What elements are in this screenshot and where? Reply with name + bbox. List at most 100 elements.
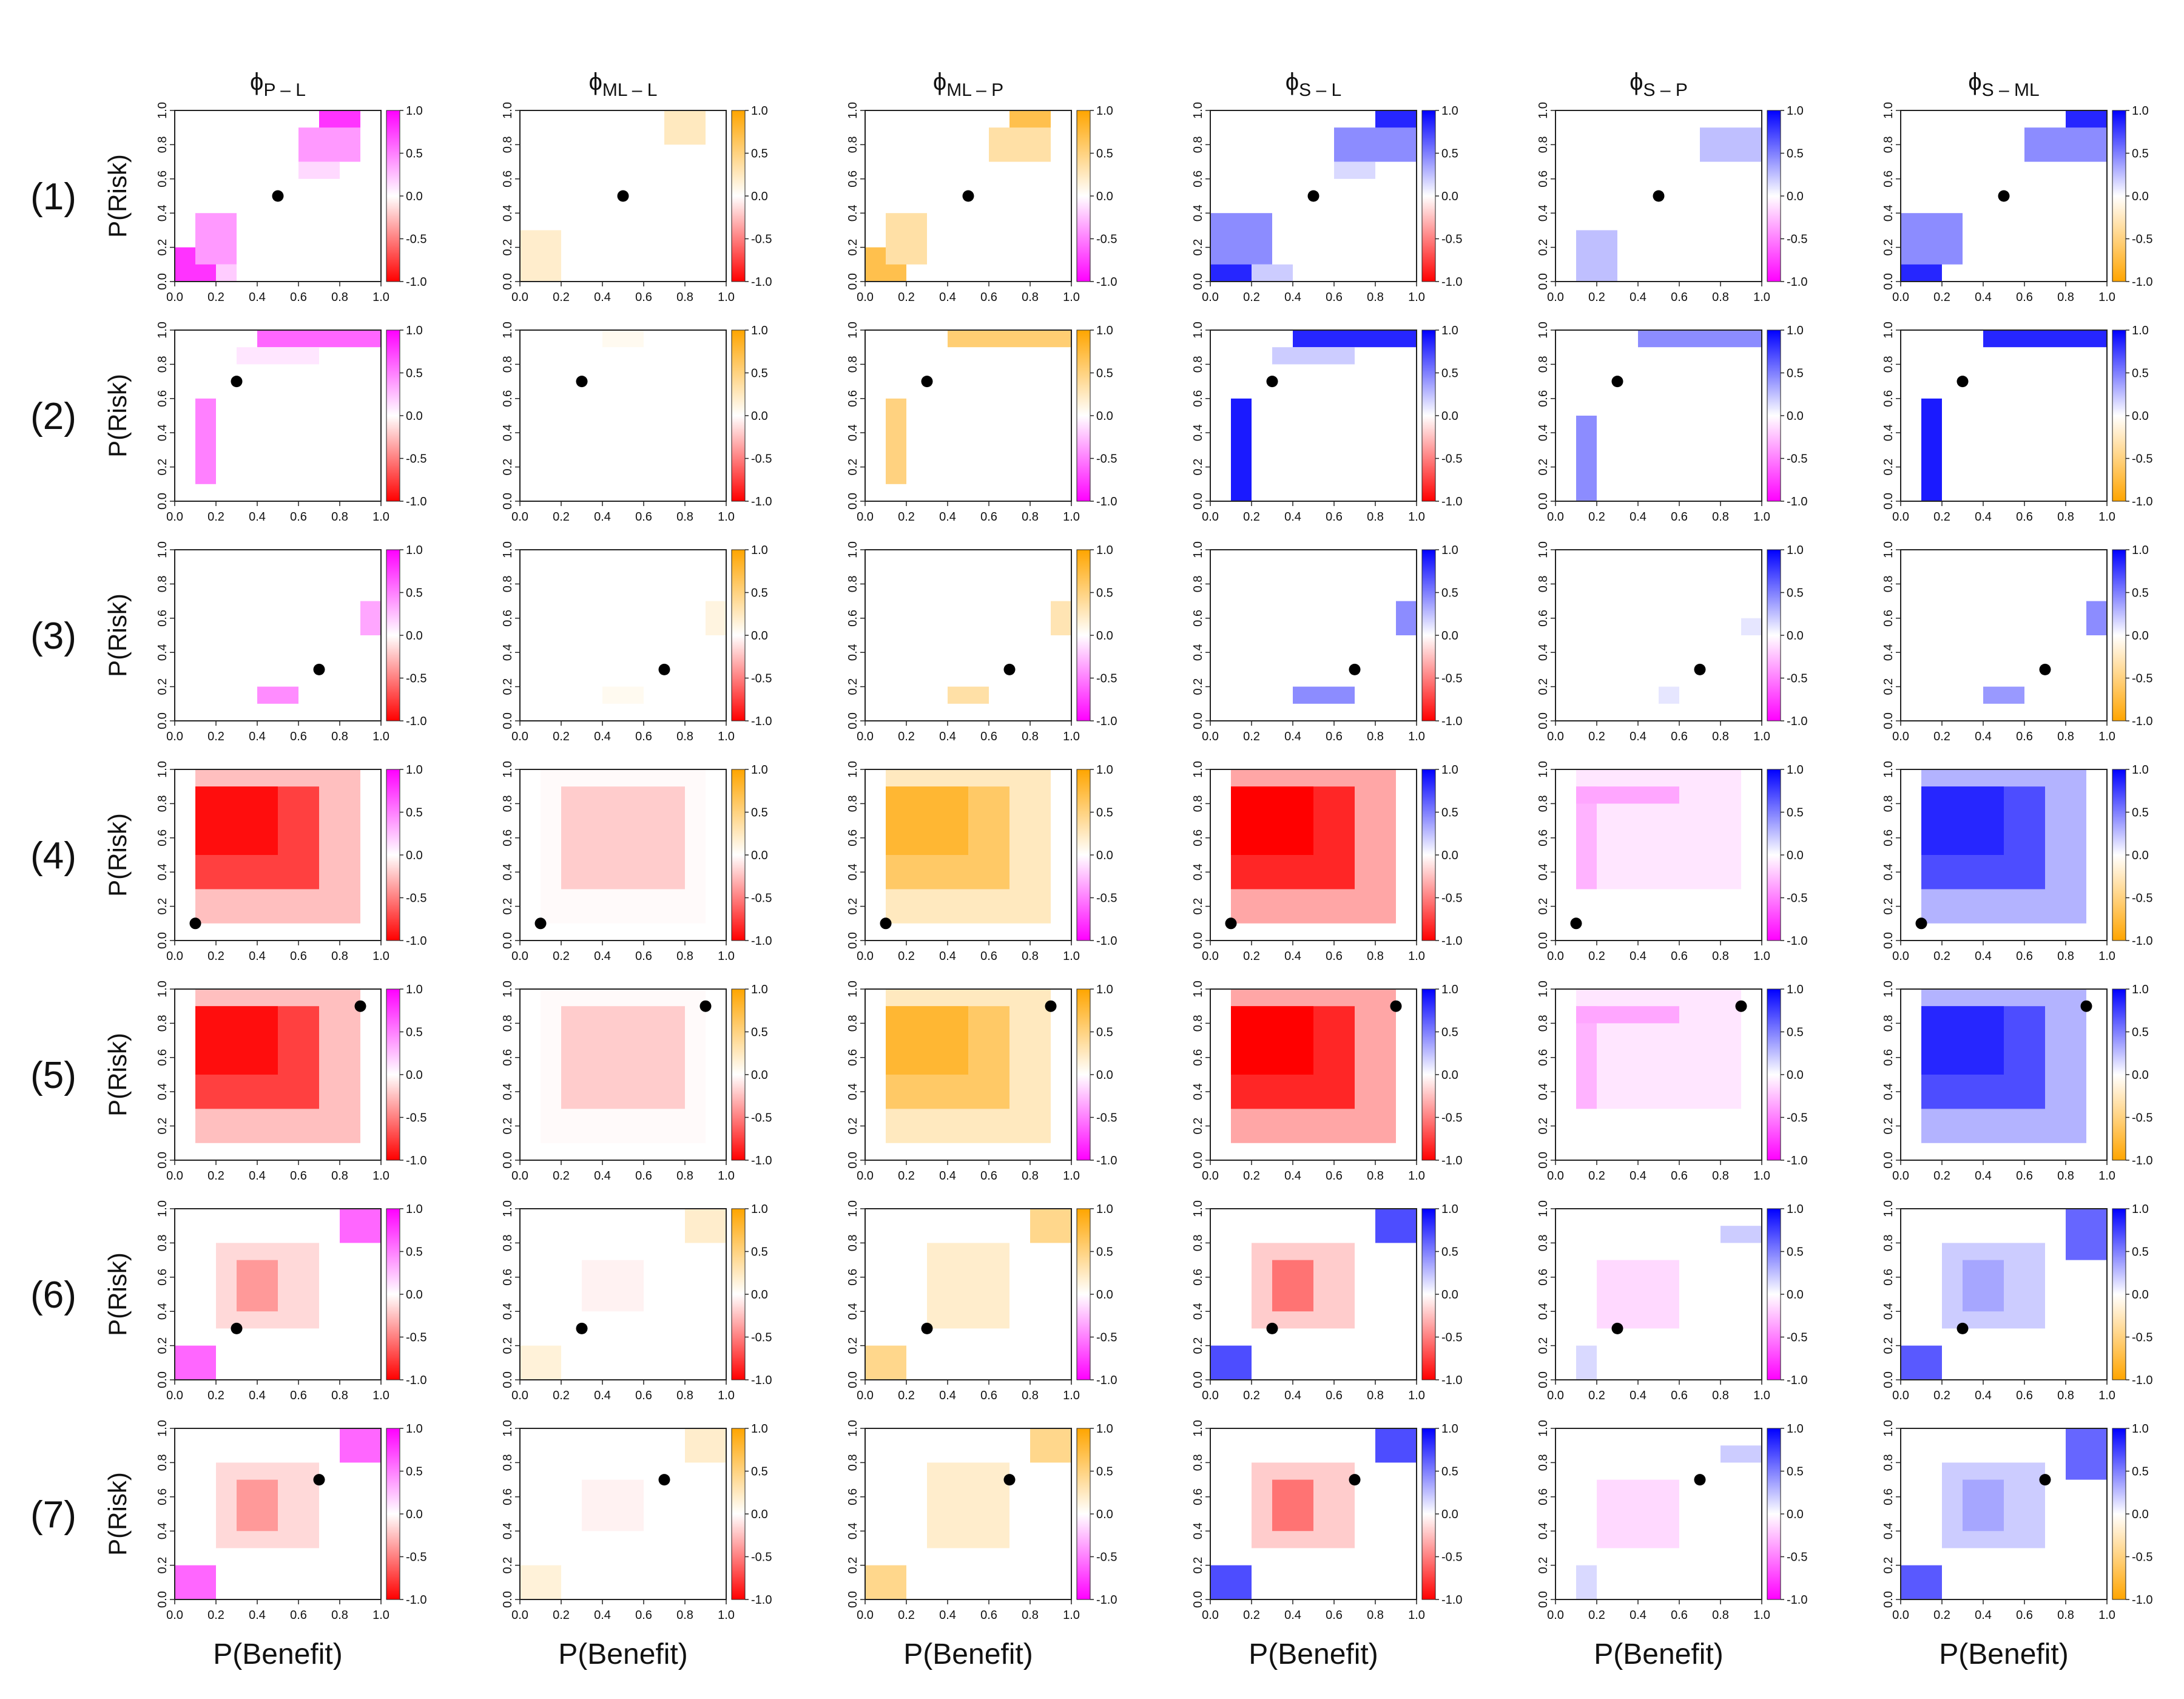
plot-frame bbox=[1210, 1428, 1417, 1600]
plot-frame bbox=[519, 769, 727, 941]
heatmap-cell bbox=[216, 264, 237, 282]
x-tick-label: 0.8 bbox=[331, 1389, 348, 1402]
y-tick-label: 0.2 bbox=[846, 1118, 860, 1135]
colorbar-tick-label: 0.5 bbox=[1441, 587, 1458, 600]
data-point bbox=[1349, 1474, 1361, 1486]
colorbar-tick-label: -1.0 bbox=[1787, 934, 1807, 948]
y-tick-label: 0.2 bbox=[1537, 459, 1550, 476]
y-tick-label: 0.8 bbox=[1882, 1234, 1895, 1251]
colorbar-tick-label: 1.0 bbox=[1096, 763, 1113, 777]
plot-frame bbox=[174, 549, 382, 721]
colorbar-tick-label: 0.5 bbox=[1096, 147, 1113, 161]
x-tick-label: 0.4 bbox=[1284, 510, 1301, 524]
y-tick-label: 0.2 bbox=[1882, 459, 1895, 476]
heatmap-panel: 0.00.00.20.20.40.40.60.60.80.81.01.0 1.00… bbox=[1191, 541, 1462, 743]
heatmap-panel: 0.00.00.20.20.40.40.60.60.80.81.01.0 1.00… bbox=[1191, 981, 1462, 1183]
x-tick-label: 1.0 bbox=[1408, 510, 1425, 524]
y-tick-label: 0.8 bbox=[846, 575, 860, 592]
colorbar-tick-label: 0.5 bbox=[1096, 587, 1113, 600]
heatmap-cell bbox=[948, 686, 989, 704]
heatmap-panel: 0.00.00.20.20.40.40.60.60.80.81.01.0 1.00… bbox=[1882, 1420, 2152, 1622]
x-tick-label: 0.2 bbox=[1243, 1609, 1260, 1622]
data-point bbox=[1266, 1322, 1278, 1334]
x-tick-label: 0.2 bbox=[207, 950, 224, 963]
y-tick-label: 0.6 bbox=[846, 1269, 860, 1286]
x-tick-label: 1.0 bbox=[1753, 1609, 1770, 1622]
heatmap-panel: 0.00.00.20.20.40.40.60.60.80.81.01.0 1.00… bbox=[1882, 102, 2152, 304]
y-tick-label: 0.0 bbox=[1537, 712, 1550, 729]
x-tick-label: 0.8 bbox=[331, 510, 348, 524]
heatmap-cell bbox=[886, 213, 927, 265]
heatmap-panel: 0.00.00.20.20.40.40.60.60.80.81.01.0 1.00… bbox=[156, 761, 426, 963]
y-axis-label: P(Risk) bbox=[103, 374, 132, 458]
plot-frame bbox=[174, 329, 382, 502]
y-tick-label: 0.0 bbox=[846, 1152, 860, 1169]
x-tick-label: 0.2 bbox=[1588, 1389, 1605, 1402]
y-tick-label: 0.6 bbox=[1537, 610, 1550, 627]
x-tick-label: 0.8 bbox=[1367, 1609, 1384, 1622]
x-tick-label: 0.8 bbox=[1367, 730, 1384, 743]
column-title: ϕS – ML bbox=[1968, 69, 2039, 100]
x-tick-label: 0.2 bbox=[207, 1389, 224, 1402]
colorbar-tick-label: -1.0 bbox=[751, 1593, 772, 1607]
colorbar-tick-label: -0.5 bbox=[1787, 453, 1807, 466]
row-label: (5) bbox=[30, 1055, 76, 1096]
plot-frame bbox=[1900, 329, 2108, 502]
y-tick-label: 1.0 bbox=[846, 322, 860, 339]
colorbar-tick-label: 0.5 bbox=[751, 147, 768, 161]
colorbar bbox=[1421, 549, 1436, 721]
x-tick-label: 0.2 bbox=[553, 950, 570, 963]
y-tick-label: 0.6 bbox=[846, 829, 860, 846]
y-tick-label: 0.4 bbox=[846, 1522, 860, 1539]
colorbar-tick-label: 0.0 bbox=[406, 849, 423, 862]
colorbar-tick-label: -0.5 bbox=[1441, 1112, 1462, 1125]
y-tick-label: 0.0 bbox=[1537, 1371, 1550, 1388]
y-tick-label: 0.0 bbox=[1882, 1152, 1895, 1169]
colorbar-tick-label: 0.5 bbox=[1096, 806, 1113, 820]
x-tick-label: 1.0 bbox=[372, 950, 389, 963]
colorbar-tick-label: -1.0 bbox=[2132, 275, 2152, 289]
x-tick-label: 0.4 bbox=[1630, 1169, 1646, 1183]
x-tick-label: 0.6 bbox=[1326, 510, 1343, 524]
x-tick-label: 1.0 bbox=[1753, 1389, 1770, 1402]
y-tick-label: 0.4 bbox=[156, 204, 169, 221]
y-tick-label: 0.2 bbox=[846, 898, 860, 915]
column-title-subscript: P – L bbox=[263, 80, 306, 100]
y-tick-label: 1.0 bbox=[156, 761, 169, 778]
y-axis-label: P(Risk) bbox=[103, 1252, 132, 1336]
data-point bbox=[576, 376, 588, 388]
colorbar-tick-label: -0.5 bbox=[1096, 892, 1117, 905]
heatmap-panel: 0.00.00.20.20.40.40.60.60.80.81.01.0 1.00… bbox=[156, 981, 426, 1183]
y-tick-label: 0.2 bbox=[1537, 678, 1550, 695]
x-tick-label: 0.6 bbox=[1326, 291, 1343, 304]
heatmap-cell bbox=[1576, 1345, 1597, 1380]
plot-frame bbox=[174, 769, 382, 941]
y-tick-label: 0.4 bbox=[156, 424, 169, 441]
x-tick-label: 0.8 bbox=[1367, 291, 1384, 304]
x-tick-label: 0.8 bbox=[331, 1169, 348, 1183]
y-tick-label: 0.2 bbox=[846, 678, 860, 695]
heatmap-panel: 0.00.00.20.20.40.40.60.60.80.81.01.0 1.00… bbox=[1537, 102, 1807, 304]
colorbar-tick-label: 1.0 bbox=[751, 324, 768, 337]
x-tick-label: 0.8 bbox=[1712, 291, 1729, 304]
column-title: ϕS – P bbox=[1630, 69, 1688, 100]
colorbar-tick-label: -0.5 bbox=[2132, 672, 2152, 686]
colorbar-tick-label: 0.5 bbox=[1441, 1246, 1458, 1259]
colorbar-tick-label: 1.0 bbox=[1441, 983, 1458, 996]
colorbar-tick-label: -0.5 bbox=[406, 233, 426, 246]
data-point bbox=[1611, 1322, 1623, 1334]
colorbar bbox=[2112, 1208, 2126, 1380]
colorbar-tick-label: 1.0 bbox=[751, 544, 768, 557]
colorbar-tick-label: 0.0 bbox=[1096, 629, 1113, 643]
y-tick-label: 0.8 bbox=[1537, 136, 1550, 153]
y-tick-label: 0.4 bbox=[1882, 424, 1895, 441]
y-tick-label: 0.6 bbox=[846, 1049, 860, 1066]
heatmap-cell bbox=[2066, 1428, 2107, 1480]
y-tick-label: 0.6 bbox=[1882, 829, 1895, 846]
y-tick-label: 0.8 bbox=[1191, 1234, 1205, 1251]
plot-frame bbox=[864, 329, 1072, 502]
y-tick-label: 0.8 bbox=[501, 795, 514, 812]
y-tick-label: 0.4 bbox=[501, 1303, 514, 1320]
plot-frame bbox=[519, 110, 727, 282]
y-tick-label: 0.6 bbox=[1191, 1049, 1205, 1066]
